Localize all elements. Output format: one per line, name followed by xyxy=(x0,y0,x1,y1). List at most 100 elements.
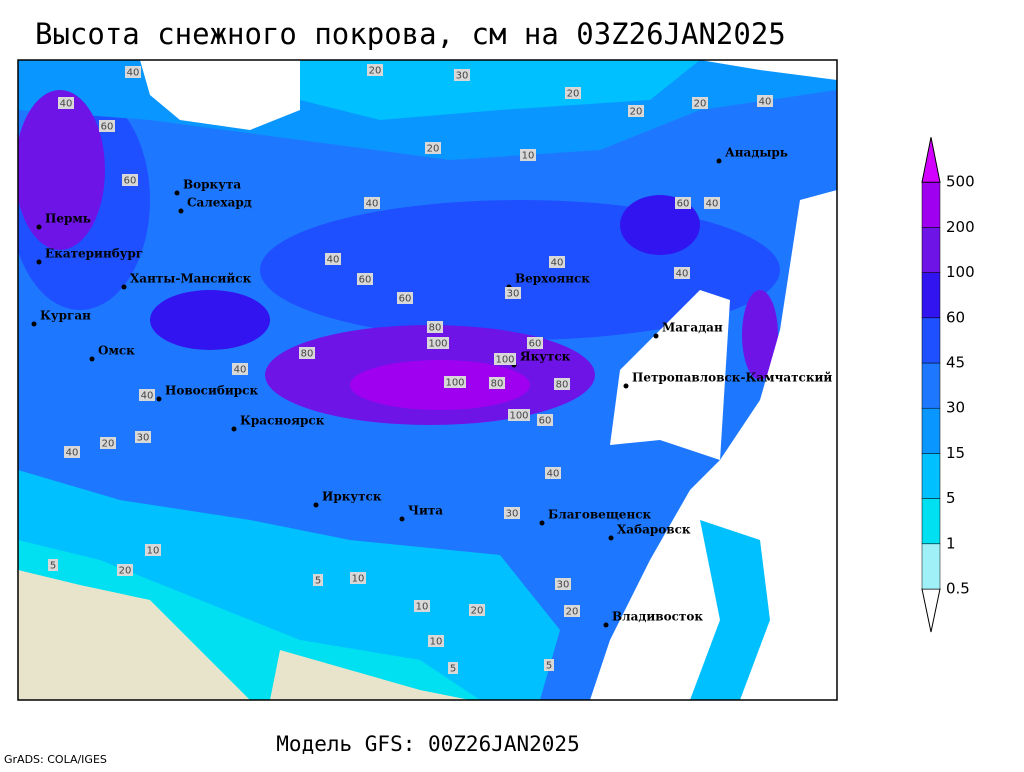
contour-label: 40 xyxy=(366,199,379,210)
legend-label: 1 xyxy=(946,534,956,552)
city-name: Красноярск xyxy=(240,414,325,428)
contour-label-bg xyxy=(454,69,470,81)
legend-label: 500 xyxy=(946,173,975,191)
contour-label-bg xyxy=(99,120,115,132)
contour-label: 20 xyxy=(471,606,484,617)
city-dot xyxy=(608,535,614,541)
city-name: Петропавловск-Камчатский xyxy=(632,371,832,385)
contour-label-bg xyxy=(357,273,373,285)
contour-label: 20 xyxy=(567,89,580,100)
legend-arrow xyxy=(921,588,941,633)
contour-label-bg xyxy=(100,437,116,449)
contour-label-bg xyxy=(537,414,553,426)
title: Высота снежного покрова, см на 03Z26JAN2… xyxy=(35,17,786,51)
contour-label: 100 xyxy=(445,378,464,389)
legend-label: 5 xyxy=(946,489,956,507)
contour-label: 40 xyxy=(547,469,560,480)
city-name: Якутск xyxy=(520,350,571,364)
legend-swatch xyxy=(921,453,941,499)
contour-label: 60 xyxy=(399,294,412,305)
city-name: Магадан xyxy=(662,321,723,335)
contour-label: 30 xyxy=(456,71,469,82)
contour-label: 30 xyxy=(557,580,570,591)
contour-label: 100 xyxy=(509,411,528,422)
legend-arrow xyxy=(921,137,941,183)
city-name: Пермь xyxy=(45,212,91,226)
contour-label: 30 xyxy=(137,433,150,444)
contour-label-bg xyxy=(232,363,248,375)
contour-label: 40 xyxy=(759,97,772,108)
contour-label: 40 xyxy=(141,391,154,402)
city-name: Хабаровск xyxy=(617,523,691,537)
legend-label: 200 xyxy=(946,218,975,236)
contour-label-bg xyxy=(505,287,521,299)
contour-label: 5 xyxy=(450,664,456,675)
contour-label-bg xyxy=(325,253,341,265)
legend-swatch xyxy=(921,362,941,409)
contour-label-bg xyxy=(674,267,690,279)
contour-label-bg xyxy=(397,292,413,304)
contour-label-bg xyxy=(555,578,571,590)
contour-label-bg xyxy=(428,635,444,647)
contour-label-bg xyxy=(427,337,449,349)
contour-label: 20 xyxy=(566,607,579,618)
legend-label: 100 xyxy=(946,263,975,281)
contour-label-bg xyxy=(425,142,441,154)
credit: GrADS: COLA/IGES xyxy=(4,753,107,766)
city-name: Салехард xyxy=(187,196,252,210)
contour-label: 60 xyxy=(539,416,552,427)
contour-label: 20 xyxy=(119,566,132,577)
legend-label: 60 xyxy=(946,308,965,326)
city-name: Воркута xyxy=(183,178,241,192)
contour-label: 60 xyxy=(529,339,542,350)
legend-label: 45 xyxy=(946,354,965,372)
contour-label: 10 xyxy=(352,574,365,585)
city-name: Верхоянск xyxy=(515,272,590,286)
contour-label-bg xyxy=(494,353,516,365)
contour-label-bg xyxy=(554,378,570,390)
contour-label-bg xyxy=(364,197,380,209)
contour-label-bg xyxy=(692,97,708,109)
contour-label-bg xyxy=(117,564,133,576)
legend-swatch xyxy=(921,498,941,545)
city-dot xyxy=(313,502,319,508)
city-name: Владивосток xyxy=(612,610,703,624)
contour-label: 40 xyxy=(60,99,73,110)
city-dot xyxy=(121,284,127,290)
legend-swatch xyxy=(921,317,941,364)
city-dot xyxy=(231,426,237,432)
contour-label-bg xyxy=(58,97,74,109)
contour-label-bg xyxy=(549,256,565,268)
contour-label: 80 xyxy=(556,380,569,391)
contour-label: 40 xyxy=(551,258,564,269)
city-dot xyxy=(31,321,37,327)
contour-label: 20 xyxy=(102,439,115,450)
city-dot xyxy=(716,158,722,164)
contour-label-bg xyxy=(122,174,138,186)
contour-label: 30 xyxy=(506,509,519,520)
legend-swatch xyxy=(921,543,941,590)
contour-label-bg xyxy=(469,604,485,616)
contour-label: 100 xyxy=(428,339,447,350)
contour-label: 5 xyxy=(315,576,321,587)
contour-label-bg xyxy=(48,559,58,571)
map: Воркута Салехард Пермь Екатеринбург Ханты-Ма… xyxy=(17,59,838,701)
subtitle: Модель GFS: 00Z26JAN2025 xyxy=(276,732,579,756)
contour-label-bg xyxy=(444,376,466,388)
city-name: Благовещенск xyxy=(548,508,652,522)
contour-label: 80 xyxy=(491,379,504,390)
contour-label-bg xyxy=(544,659,554,671)
contour-label-bg xyxy=(350,572,366,584)
city-dot xyxy=(89,356,95,362)
contour-label-bg xyxy=(299,347,315,359)
contour-label-bg xyxy=(135,431,151,443)
legend-swatch xyxy=(921,407,941,454)
legend-label: 30 xyxy=(946,399,965,417)
contour-label-bg xyxy=(489,377,505,389)
city-dot xyxy=(36,224,42,230)
legend-swatch xyxy=(921,272,941,319)
legend-swatch xyxy=(921,181,941,228)
contour-label: 40 xyxy=(706,199,719,210)
